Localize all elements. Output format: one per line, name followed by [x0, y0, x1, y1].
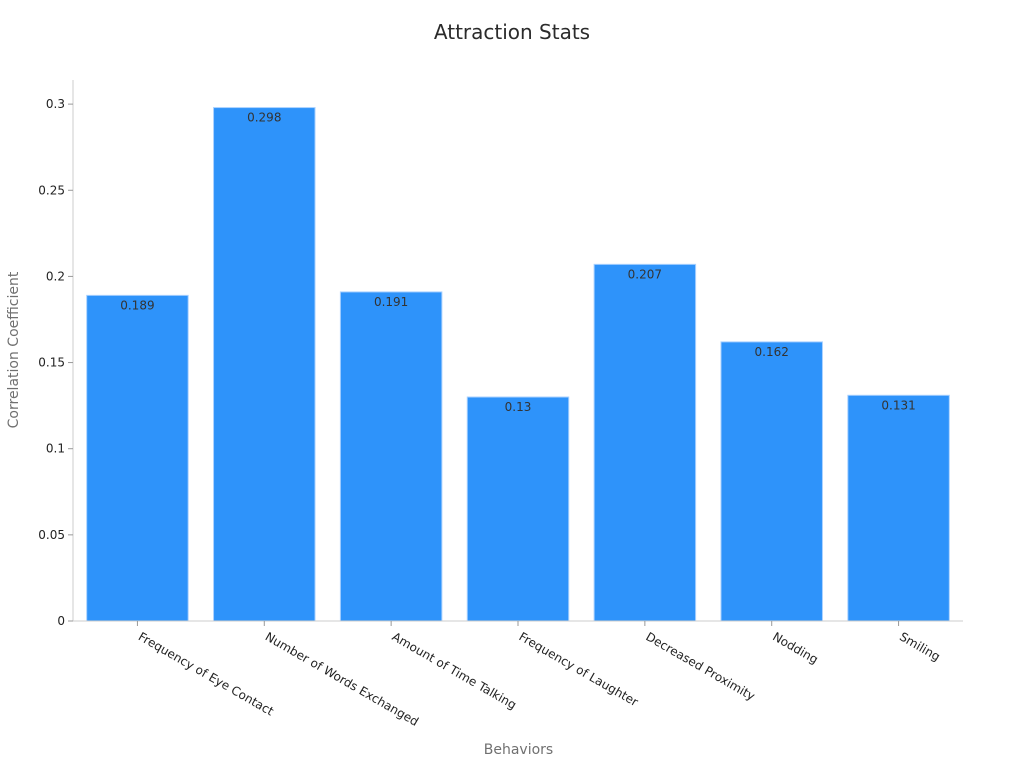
- bar: [847, 394, 950, 622]
- y-axis-title: Correlation Coefficient: [6, 271, 22, 429]
- x-tick-label: Amount of Time Talking: [390, 629, 519, 712]
- bar-value-label: 0.191: [374, 295, 408, 309]
- bars-group: [86, 107, 950, 622]
- x-tick-label: Decreased Proximity: [643, 629, 757, 703]
- y-tick-label: 0: [57, 614, 65, 628]
- x-tick-label: Frequency of Eye Contact: [136, 629, 276, 718]
- x-tick-label: Frequency of Laughter: [517, 629, 641, 709]
- bar-value-label: 0.131: [881, 398, 915, 412]
- bar: [466, 396, 570, 622]
- y-tick-label: 0.15: [38, 356, 65, 370]
- y-tick-label: 0.25: [38, 183, 65, 197]
- x-axis-title: Behaviors: [483, 742, 554, 758]
- bar: [720, 341, 823, 622]
- bar-value-label: 0.189: [120, 298, 154, 312]
- y-tick-label: 0.2: [46, 269, 65, 283]
- x-tick-label: Smiling: [897, 629, 943, 663]
- bar: [86, 294, 189, 622]
- bar-value-label: 0.298: [247, 111, 281, 125]
- y-tick-label: 0.05: [38, 528, 65, 542]
- bar-value-label: 0.162: [755, 345, 789, 359]
- bar-value-label: 0.207: [628, 267, 662, 281]
- x-tick-label: Nodding: [770, 629, 820, 666]
- bar: [213, 107, 316, 622]
- bar-value-label: 0.13: [505, 400, 532, 414]
- bar: [339, 291, 443, 622]
- y-tick-label: 0.1: [46, 442, 65, 456]
- y-axis: 0 0.05 0.1 0.15 0.2 0.25 0.3: [38, 80, 74, 628]
- bar-labels-group: 0.189 0.298 0.191 0.13 0.207 0.162 0.131: [120, 111, 916, 414]
- y-tick-label: 0.3: [46, 97, 65, 111]
- bar: [593, 263, 697, 622]
- chart-title: Attraction Stats: [433, 20, 591, 44]
